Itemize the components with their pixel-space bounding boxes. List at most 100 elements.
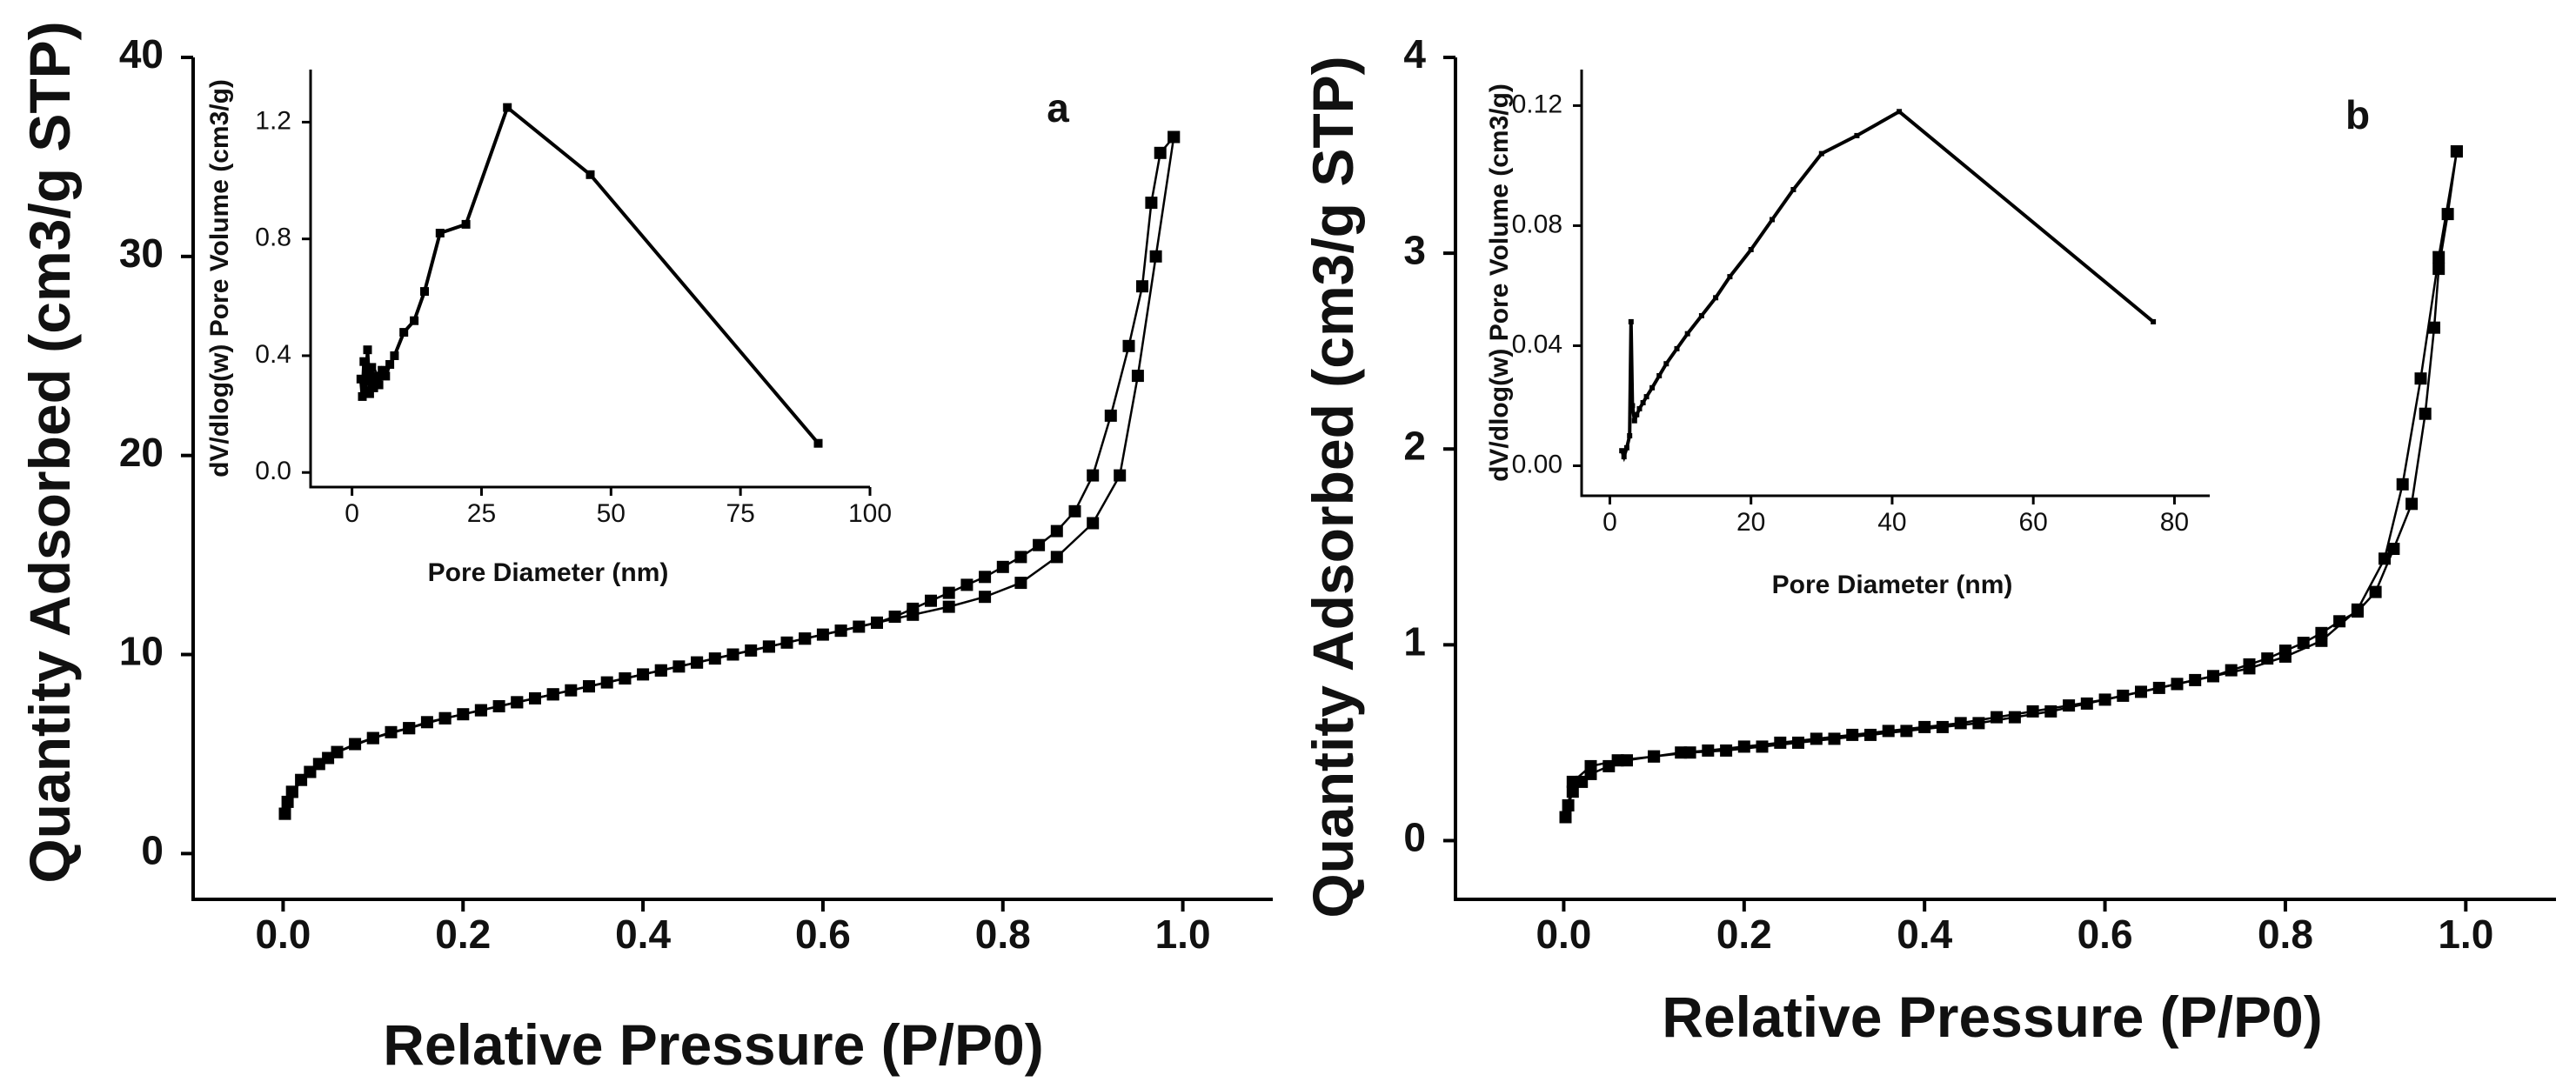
panel-b: 0.0 0.2 0.4 0.6 0.8 1.0 0 1 2 3 4 Relative Pressu… bbox=[1301, 31, 2556, 1049]
panel-a-y-tick-label-2: 20 bbox=[119, 430, 164, 475]
panel-b-inset-point-0 bbox=[1619, 448, 1625, 454]
panel-a-inset-point-15 bbox=[410, 316, 419, 325]
panel-a-axes bbox=[191, 57, 1273, 901]
panel-a-y-tick-label-1: 10 bbox=[119, 629, 164, 674]
panel-a-desorption-point-27 bbox=[546, 688, 559, 701]
panel-a-desorption-point-29 bbox=[474, 704, 487, 717]
panel-a-inset-series bbox=[356, 103, 823, 448]
panel-b-desorption-point-29 bbox=[1792, 736, 1804, 749]
panel-a-x-tick-label-5: 1.0 bbox=[1155, 912, 1211, 957]
panel-a-inset-point-12 bbox=[385, 360, 395, 369]
panel-b-x-tick-label-5: 1.0 bbox=[2438, 912, 2493, 957]
panel-a-inset-x-tick-label-4: 100 bbox=[848, 499, 892, 528]
panel-b-desorption-point-32 bbox=[1683, 746, 1696, 759]
panel-a-y-tick-label-0: 0 bbox=[141, 828, 164, 873]
panel-a-inset-x-tick-label-2: 50 bbox=[597, 499, 626, 528]
panel-a-inset-point-17 bbox=[435, 229, 445, 237]
panel-b-desorption-point-36 bbox=[1566, 775, 1579, 788]
panel-b-desorption-point-11 bbox=[2297, 637, 2310, 650]
panel-b-inset-point-11 bbox=[1649, 384, 1656, 391]
panel-b-adsorption-point-13 bbox=[1846, 728, 1859, 741]
panel-a-inset-point-11 bbox=[381, 371, 391, 381]
panel-b-desorption-point-20 bbox=[2117, 689, 2130, 702]
panel-b-desorption-point-16 bbox=[2207, 670, 2219, 683]
panel-b-inset-point-17 bbox=[1713, 295, 1719, 301]
panel-a-inset-x-tick-label-1: 25 bbox=[467, 499, 496, 528]
panel-b-x-ticks: 0.0 0.2 0.4 0.6 0.8 1.0 bbox=[1536, 899, 2493, 957]
panel-a-adsorption-point-39 bbox=[942, 600, 955, 613]
panel-b-inset-point-25 bbox=[2151, 318, 2157, 324]
panel-b-desorption-point-21 bbox=[2080, 697, 2093, 710]
panel-a-inset-point-19 bbox=[503, 103, 512, 112]
panel-b-desorption-point-34 bbox=[1611, 754, 1624, 767]
panel-b-inset-x-tick-label-0: 0 bbox=[1602, 508, 1617, 537]
panel-b-inset-point-2 bbox=[1623, 444, 1629, 451]
panel-b-desorption-point-26 bbox=[1900, 725, 1913, 738]
panel-b-desorption-point-35 bbox=[1584, 759, 1597, 772]
panel-a-adsorption-line bbox=[284, 137, 1175, 814]
panel-b-desorption-point-33 bbox=[1648, 750, 1661, 763]
panel-a-inset-point-1 bbox=[358, 391, 367, 401]
panel-b-inset-y-tick-label-1: 0.04 bbox=[1512, 330, 1562, 358]
panel-a-series bbox=[278, 130, 1181, 820]
panel-a-desorption-point-4 bbox=[1122, 339, 1135, 352]
panel-b-inset-x-ticks: 0 20 40 60 80 bbox=[1602, 496, 2189, 537]
panel-b-inset-point-8 bbox=[1636, 405, 1643, 411]
panel-a-desorption-point-36 bbox=[278, 807, 291, 820]
panel-a-desorption-point-7 bbox=[1068, 504, 1081, 518]
panel-b-inset-point-4 bbox=[1628, 318, 1634, 324]
panel-a-x-axis-title: Relative Pressure (P/P0) bbox=[383, 1012, 1043, 1077]
panel-b-inset-y-tick-label-3: 0.12 bbox=[1512, 90, 1562, 118]
panel-a-desorption-point-22 bbox=[726, 648, 739, 661]
panel-b-adsorption-point-10 bbox=[1737, 740, 1750, 753]
panel-a-inset-point-5 bbox=[365, 389, 374, 398]
panel-b-adsorption-point-12 bbox=[1810, 732, 1823, 745]
panel-a-inset-line bbox=[358, 104, 820, 444]
panel-a-inset-axes bbox=[309, 70, 870, 489]
panel-b-desorption-point-14 bbox=[2243, 658, 2256, 671]
panel-b-series bbox=[1559, 145, 2463, 824]
panel-b-y-axis-title: Quantity Adsorbed (cm3/g STP) bbox=[1301, 56, 1365, 918]
panel-a-desorption-point-8 bbox=[1050, 524, 1063, 538]
panel-b-inset-point-15 bbox=[1684, 331, 1690, 337]
panel-a-x-tick-label-0: 0.0 bbox=[255, 912, 311, 957]
panel-a-inset: 0 25 50 75 100 0.0 0.4 0.8 1.2 Pore Diameter (n… bbox=[205, 70, 892, 587]
panel-b-inset-x-axis-title: Pore Diameter (nm) bbox=[1772, 571, 2013, 599]
panel-b-desorption-point-1 bbox=[2441, 208, 2454, 221]
panel-b-inset-point-22 bbox=[1818, 150, 1824, 157]
panel-b-inset-point-9 bbox=[1640, 400, 1646, 405]
panel-a-inset-y-tick-label-2: 0.8 bbox=[255, 224, 291, 252]
panel-a-desorption-point-16 bbox=[907, 602, 920, 615]
panel-b-desorption-point-19 bbox=[2152, 681, 2165, 694]
panel-b-desorption-point-7 bbox=[2369, 585, 2382, 598]
panel-a-inset-point-9 bbox=[374, 380, 384, 390]
panel-a-inset-y-axis-title: dV/dlog(w) Pore Volume (cm3/g) bbox=[205, 79, 234, 478]
panel-b-inset-point-5 bbox=[1629, 403, 1636, 409]
panel-b-x-axis-title: Relative Pressure (P/P0) bbox=[1662, 985, 2322, 1049]
panel-b-y-tick-label-2: 2 bbox=[1403, 423, 1426, 468]
panel-a-inset-point-10 bbox=[378, 365, 387, 375]
panel-b-inset-point-19 bbox=[1748, 247, 1754, 252]
panel-a-inset-point-2 bbox=[359, 357, 369, 366]
panel-b-adsorption-point-29 bbox=[2396, 478, 2409, 491]
panel-a-desorption-point-18 bbox=[871, 616, 883, 629]
panel-a-x-tick-label-3: 0.6 bbox=[795, 912, 851, 957]
panel-b-inset-point-24 bbox=[1897, 109, 1903, 115]
panel-b-inset-point-12 bbox=[1656, 373, 1663, 378]
panel-b-adsorption-point-15 bbox=[1918, 720, 1931, 733]
panel-b-inset-x-tick-label-3: 60 bbox=[2019, 508, 2048, 537]
panel-a-inset-point-20 bbox=[585, 170, 595, 179]
panel-b-adsorption-point-31 bbox=[2432, 250, 2446, 264]
panel-a-desorption-point-10 bbox=[1014, 551, 1027, 564]
panel-a-desorption-point-13 bbox=[960, 578, 974, 591]
panel-a-desorption-point-20 bbox=[799, 632, 812, 645]
panel-a-desorption-point-3 bbox=[1136, 280, 1148, 293]
panel-a-inset-x-tick-label-3: 75 bbox=[726, 499, 754, 528]
panel-b-desorption-point-8 bbox=[2351, 605, 2364, 618]
panel-b-inset-x-tick-label-4: 80 bbox=[2160, 508, 2189, 537]
panel-b-x-tick-label-1: 0.2 bbox=[1716, 912, 1772, 957]
panel-a-desorption-line bbox=[284, 136, 1175, 814]
panel-a-label: a bbox=[1047, 85, 1069, 130]
panel-a-inset-point-16 bbox=[420, 287, 429, 297]
